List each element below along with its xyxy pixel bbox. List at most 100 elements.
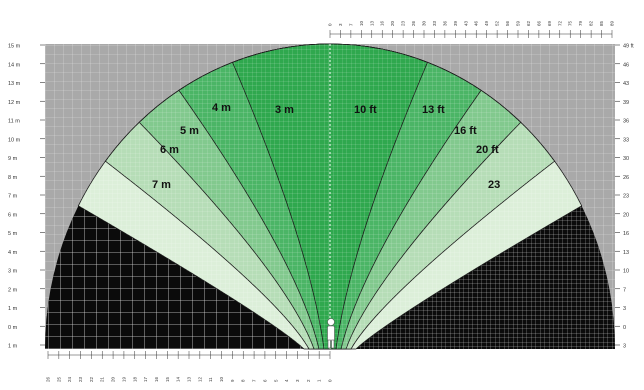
right-axis-label: 43 <box>623 81 629 87</box>
top-axis-label: 85 <box>599 20 604 26</box>
bottom-axis-label: 20 <box>111 376 116 382</box>
top-axis-label: 46 <box>474 20 479 26</box>
left-axis-label: 7 m <box>8 194 18 200</box>
label-20ft: 20 ft <box>476 144 499 156</box>
imperial-labels: 10 ft 13 ft 16 ft 20 ft 23 <box>354 104 500 191</box>
top-axis-label: 33 <box>432 20 437 26</box>
label-7m: 7 m <box>152 179 171 191</box>
right-axis-label: 16 <box>623 231 629 237</box>
right-axis-label: 46 <box>623 62 629 68</box>
top-axis-label: 13 <box>369 20 374 26</box>
bottom-axis-label: 15 <box>165 376 170 382</box>
metric-labels: 3 m 4 m 5 m 6 m 7 m <box>152 102 294 191</box>
left-axis-label: 9 m <box>8 156 18 162</box>
bottom-axis-label: 13 <box>187 376 192 382</box>
left-axis-label: 6 m <box>8 212 18 218</box>
bottom-axis-label: 16 <box>154 376 159 382</box>
bottom-axis-label: 8 <box>241 379 246 382</box>
label-5m: 5 m <box>180 125 199 137</box>
top-axis-label: 66 <box>536 20 541 26</box>
label-23: 23 <box>488 179 500 191</box>
right-axis-label: 3 <box>623 344 626 350</box>
person-icon <box>327 318 335 349</box>
bottom-axis-label: 25 <box>56 376 61 382</box>
right-axis-label: 13 <box>623 250 629 256</box>
top-axis-label: 82 <box>589 20 594 26</box>
top-axis-label: 30 <box>422 20 427 26</box>
left-axis-label: 4 m <box>8 250 18 256</box>
bottom-axis-label: 4 <box>284 379 289 382</box>
left-axis-label: 1 m <box>8 344 18 350</box>
top-axis-label: 89 <box>610 20 615 26</box>
top-axis-label: 62 <box>526 20 531 26</box>
bottom-axis-label: 17 <box>143 376 148 382</box>
bottom-axis-label: 3 <box>295 379 300 382</box>
bottom-axis-label: 9 <box>230 379 235 382</box>
label-13ft: 13 ft <box>422 104 445 116</box>
left-axis-label: 8 m <box>8 175 18 181</box>
bottom-axis-label: 12 <box>197 376 202 382</box>
left-axis-label: 10 m <box>8 137 21 143</box>
top-axis: 0 3 7 10 13 16 20 23 26 30 33 36 39 43 46 49 52 56 59 62 66 6… <box>328 20 615 38</box>
top-axis-label: 10 <box>359 20 364 26</box>
bottom-axis-label: 1 <box>317 379 322 382</box>
top-axis-label: 20 <box>390 20 395 26</box>
top-axis-label: 72 <box>557 20 562 26</box>
label-16ft: 16 ft <box>454 125 477 137</box>
right-axis-label: 23 <box>623 194 629 200</box>
right-axis-label: 26 <box>623 175 629 181</box>
top-axis-label: 52 <box>495 20 500 26</box>
right-axis-label: 10 <box>623 269 629 275</box>
bottom-axis-label: 23 <box>78 376 83 382</box>
right-axis-label: 30 <box>623 156 629 162</box>
bottom-axis-label: 14 <box>176 376 181 382</box>
bottom-axis-label: 5 <box>273 379 278 382</box>
right-axis-label: 49 ft <box>623 44 634 50</box>
top-axis-label: 7 <box>348 23 353 26</box>
bottom-axis-label: 10 <box>219 376 224 382</box>
label-4m: 4 m <box>212 102 231 114</box>
left-axis-label: 15 m <box>8 44 21 50</box>
top-axis-label: 26 <box>411 20 416 26</box>
bottom-axis-label: 22 <box>89 376 94 382</box>
label-6m: 6 m <box>160 144 179 156</box>
left-axis-label: 3 m <box>8 269 18 275</box>
top-axis-label: 49 <box>484 20 489 26</box>
top-axis-label: 0 <box>328 23 333 26</box>
left-axis-label: 2 m <box>8 287 18 293</box>
bottom-axis-label: 0 <box>328 379 333 382</box>
bottom-axis-label: 24 <box>67 376 72 382</box>
top-axis-label: 69 <box>547 20 552 26</box>
left-axis-label: 1 m <box>8 306 18 312</box>
bottom-axis-label: 7 <box>252 379 257 382</box>
top-axis-label: 36 <box>442 20 447 26</box>
right-axis-label: 3 <box>623 306 626 312</box>
right-axis-label: 20 <box>623 212 629 218</box>
top-axis-label: 59 <box>516 20 521 26</box>
left-axis-label: 14 m <box>8 62 21 68</box>
left-axis-label: 12 m <box>8 100 21 106</box>
right-axis-label: 7 <box>623 287 626 293</box>
left-axis-label: 13 m <box>8 81 21 87</box>
bottom-axis-label: 19 <box>121 376 126 382</box>
top-axis-label: 43 <box>463 20 468 26</box>
label-3m: 3 m <box>275 104 294 116</box>
top-axis-label: 16 <box>380 20 385 26</box>
bottom-axis-label: 2 <box>306 379 311 382</box>
right-axis-label: 0 <box>623 325 626 331</box>
left-axis: 15 m 14 m 13 m 12 m 11 m 10 m 9 m 8 m 7 m 6 m 5 m 4… <box>8 44 45 350</box>
top-axis-label: 75 <box>568 20 573 26</box>
right-axis-label: 33 <box>623 137 629 143</box>
bottom-axis-label: 6 <box>262 379 267 382</box>
left-axis-label: 11 m <box>8 119 20 125</box>
left-axis-label: 0 m <box>8 325 18 331</box>
bottom-axis-label: 26 <box>46 376 51 382</box>
left-axis-label: 5 m <box>8 231 18 237</box>
top-axis-label: 23 <box>401 20 406 26</box>
top-axis-label: 56 <box>505 20 510 26</box>
top-axis-label: 79 <box>578 20 583 26</box>
top-axis-label: 3 <box>338 23 343 26</box>
label-10ft: 10 ft <box>354 104 377 116</box>
